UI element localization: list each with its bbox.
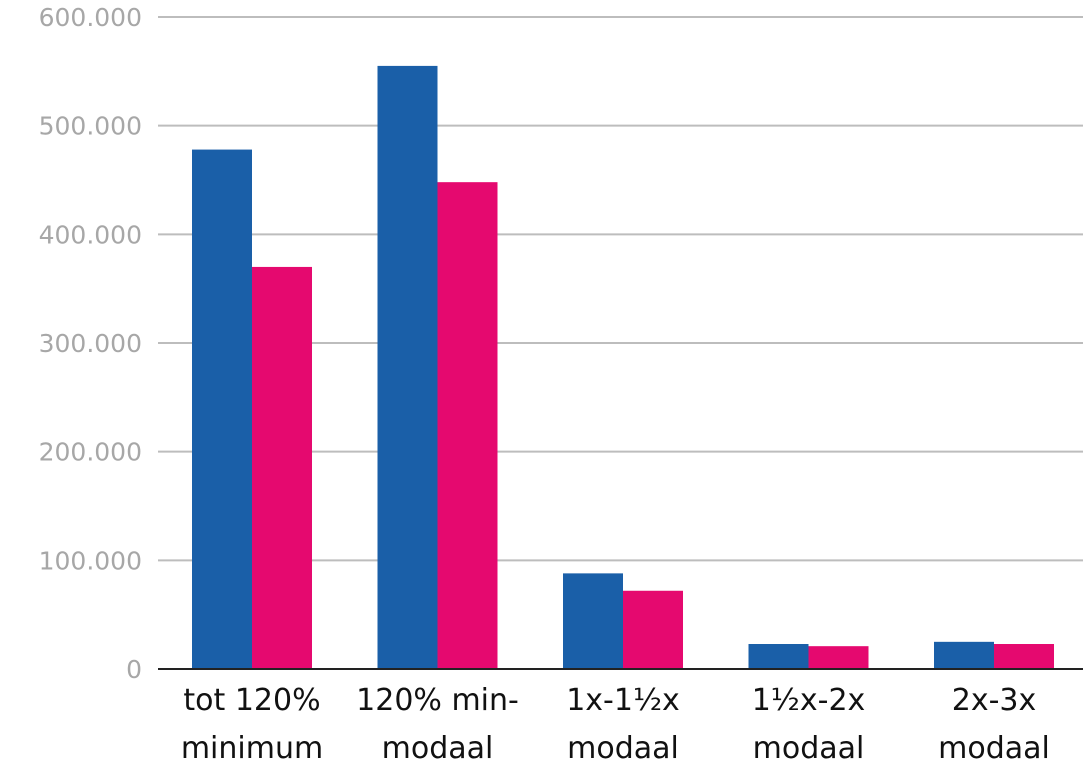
y-tick-label: 500.000	[39, 112, 142, 141]
x-tick-label: 1x-1½x	[566, 683, 680, 718]
y-tick-label: 0	[126, 655, 142, 684]
y-tick-label: 600.000	[39, 3, 142, 32]
x-tick-label: 1½x-2x	[752, 683, 866, 718]
y-tick-label: 100.000	[39, 546, 142, 575]
bar-series-1	[192, 149, 252, 669]
bar-series-2	[252, 266, 312, 669]
gridlines	[158, 16, 1083, 562]
bar-series-1	[934, 641, 994, 669]
bar-series-1	[748, 644, 809, 669]
bar-series-2	[437, 182, 498, 669]
y-tick-label: 400.000	[39, 220, 142, 249]
bar-series-2	[808, 646, 869, 669]
x-tick-label: tot 120%	[183, 683, 320, 718]
x-tick-label: 2x-3x	[952, 683, 1037, 718]
bars	[192, 65, 1054, 669]
bar-series-1	[377, 65, 438, 669]
x-tick-label: modaal	[567, 731, 679, 766]
bar-series-2	[994, 644, 1054, 669]
y-axis-ticks: 0 100.000 200.000 300.000 400.000 500.000 600.…	[39, 3, 142, 684]
bar-series-2	[623, 590, 683, 669]
x-tick-label: modaal	[938, 731, 1050, 766]
bar-series-1	[563, 573, 623, 669]
y-tick-label: 300.000	[39, 329, 142, 358]
x-tick-label: modaal	[382, 731, 494, 766]
y-tick-label: 200.000	[39, 438, 142, 467]
x-tick-label: minimum	[181, 731, 323, 766]
x-axis-ticks: tot 120% minimum 120% min-modaal 1x-1½x moda…	[181, 683, 1050, 766]
x-tick-label: modaal	[753, 731, 865, 766]
x-tick-label: 120% min-	[356, 683, 519, 718]
